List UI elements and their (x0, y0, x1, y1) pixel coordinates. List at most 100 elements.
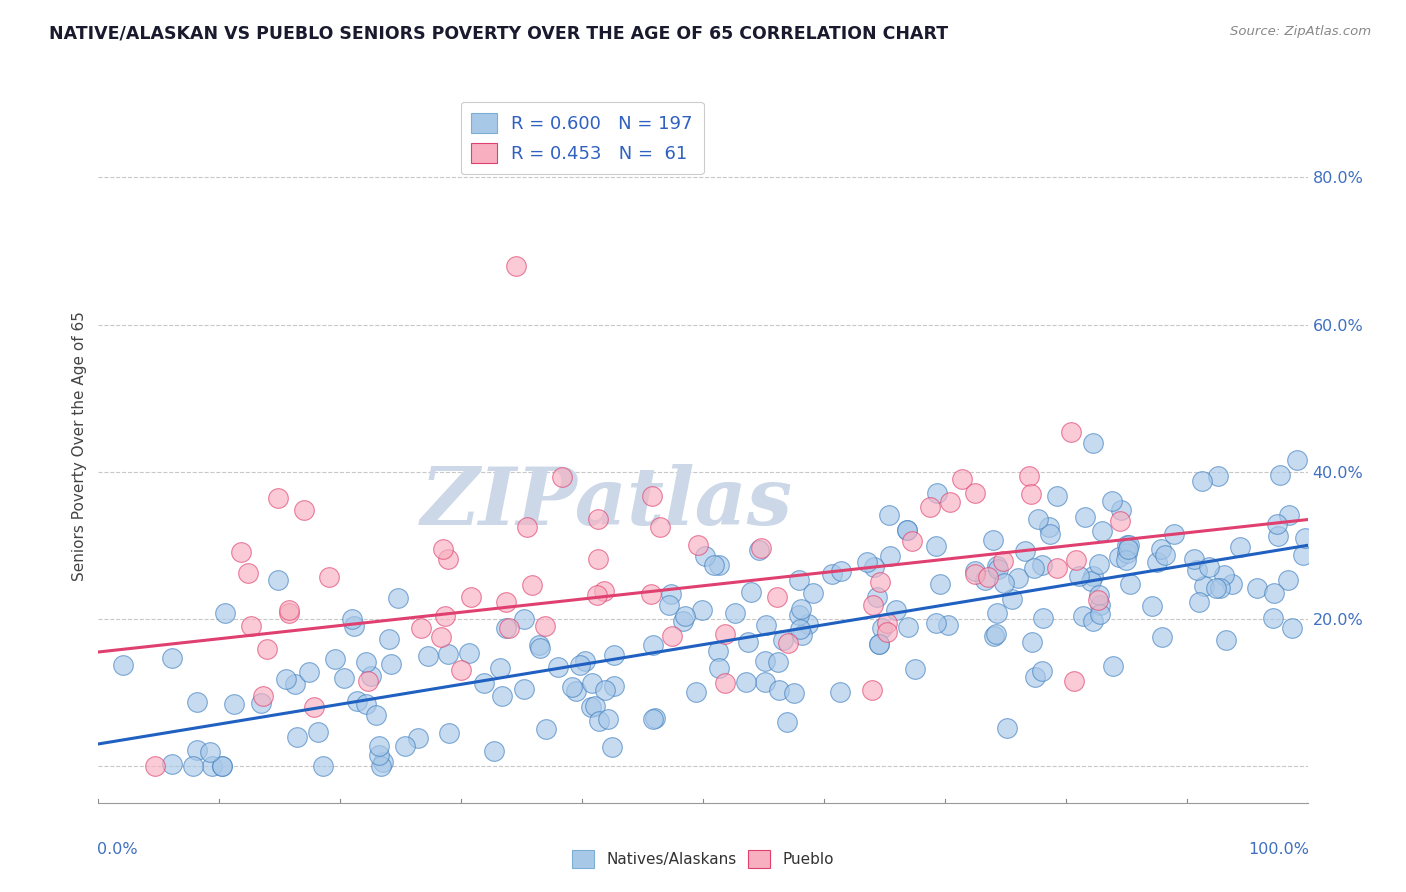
Point (586, 512, 609, 526)
Point (495, 595, 517, 609)
Point (1087, 593, 1109, 607)
Point (789, 622, 811, 636)
Point (368, 739, 391, 754)
Point (1102, 658, 1125, 673)
Point (995, 722, 1018, 736)
Point (437, 647, 460, 661)
Point (370, 759, 392, 773)
Point (869, 574, 891, 589)
Point (505, 259, 527, 273)
Point (162, 651, 184, 665)
Point (904, 663, 927, 677)
Point (1031, 664, 1053, 678)
Point (659, 587, 682, 601)
Point (1215, 632, 1237, 647)
Point (1115, 538, 1137, 552)
Point (1088, 599, 1111, 613)
Point (1146, 555, 1168, 569)
Point (1191, 474, 1213, 488)
Point (1018, 469, 1040, 483)
Point (901, 533, 924, 548)
Point (1198, 560, 1220, 574)
Point (1229, 540, 1251, 554)
Point (380, 657, 402, 672)
Point (1080, 574, 1102, 588)
Point (489, 661, 512, 675)
Point (735, 674, 758, 689)
Point (211, 759, 233, 773)
Point (520, 578, 543, 592)
Point (1294, 531, 1316, 545)
Point (529, 640, 551, 655)
Point (870, 621, 893, 635)
Point (406, 731, 429, 745)
Point (602, 740, 624, 755)
Point (974, 573, 997, 587)
Point (593, 683, 616, 698)
Point (963, 565, 986, 579)
Point (533, 618, 555, 632)
Point (343, 619, 366, 633)
Point (186, 743, 208, 757)
Point (561, 681, 583, 695)
Point (754, 675, 776, 690)
Point (278, 607, 301, 621)
Point (876, 625, 898, 640)
Point (1014, 543, 1036, 558)
Point (434, 609, 457, 624)
Point (1152, 630, 1174, 644)
Point (1101, 494, 1123, 508)
Point (707, 558, 730, 572)
Point (1024, 670, 1046, 684)
Point (302, 700, 325, 714)
Point (897, 620, 920, 634)
Point (1064, 553, 1087, 567)
Point (1115, 553, 1137, 567)
Point (772, 633, 794, 648)
Point (1213, 567, 1236, 582)
Point (789, 573, 811, 587)
Point (250, 697, 273, 711)
Point (231, 545, 253, 559)
Point (993, 575, 1015, 590)
Point (1267, 529, 1289, 543)
Point (925, 539, 948, 553)
Point (1116, 542, 1139, 557)
Point (585, 698, 607, 713)
Point (569, 658, 592, 673)
Point (593, 584, 616, 599)
Point (111, 658, 134, 673)
Point (495, 621, 517, 635)
Point (1246, 582, 1268, 596)
Point (586, 552, 609, 566)
Point (918, 500, 941, 515)
Point (685, 685, 707, 699)
Point (1118, 538, 1140, 552)
Point (1031, 558, 1053, 572)
Point (436, 552, 458, 566)
Point (356, 673, 378, 688)
Point (252, 690, 274, 704)
Point (356, 697, 378, 711)
Point (224, 698, 246, 712)
Point (1060, 425, 1083, 439)
Point (821, 567, 844, 582)
Point (690, 603, 713, 617)
Point (1115, 546, 1137, 560)
Point (868, 637, 890, 651)
Point (333, 671, 356, 685)
Point (768, 683, 790, 698)
Point (565, 683, 588, 698)
Text: Source: ZipAtlas.com: Source: ZipAtlas.com (1230, 25, 1371, 38)
Point (661, 629, 683, 643)
Point (1281, 621, 1303, 635)
Point (1081, 436, 1104, 450)
Point (354, 655, 377, 669)
Point (211, 759, 233, 773)
Point (1209, 581, 1232, 595)
Point (598, 712, 620, 726)
Point (755, 618, 778, 632)
Point (1063, 673, 1085, 688)
Point (1007, 571, 1029, 585)
Point (965, 486, 987, 500)
